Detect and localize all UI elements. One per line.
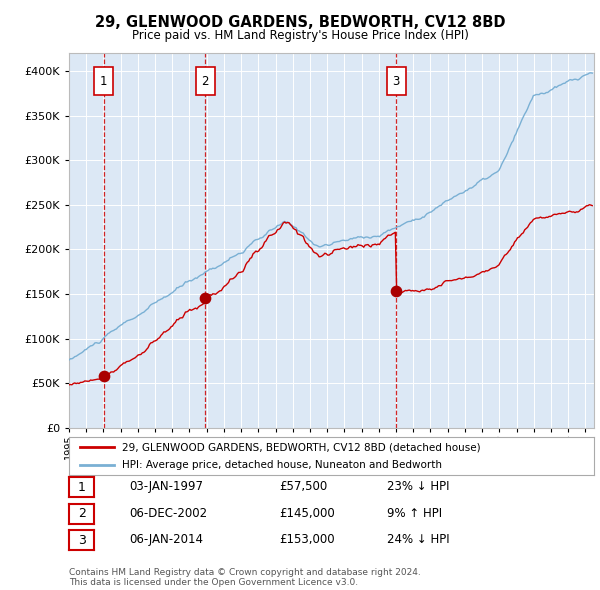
Point bbox=[391, 287, 401, 296]
FancyBboxPatch shape bbox=[196, 67, 215, 96]
Text: £153,000: £153,000 bbox=[279, 533, 335, 546]
Point bbox=[200, 294, 210, 303]
Text: 29, GLENWOOD GARDENS, BEDWORTH, CV12 8BD: 29, GLENWOOD GARDENS, BEDWORTH, CV12 8BD bbox=[95, 15, 505, 30]
Text: Price paid vs. HM Land Registry's House Price Index (HPI): Price paid vs. HM Land Registry's House … bbox=[131, 30, 469, 42]
Text: 3: 3 bbox=[392, 75, 400, 88]
Text: Contains HM Land Registry data © Crown copyright and database right 2024.
This d: Contains HM Land Registry data © Crown c… bbox=[69, 568, 421, 587]
Text: 1: 1 bbox=[100, 75, 107, 88]
Text: £145,000: £145,000 bbox=[279, 507, 335, 520]
Text: 2: 2 bbox=[77, 507, 86, 520]
Text: £57,500: £57,500 bbox=[279, 480, 327, 493]
FancyBboxPatch shape bbox=[387, 67, 406, 96]
Text: 29, GLENWOOD GARDENS, BEDWORTH, CV12 8BD (detached house): 29, GLENWOOD GARDENS, BEDWORTH, CV12 8BD… bbox=[121, 442, 480, 453]
Text: 2: 2 bbox=[202, 75, 209, 88]
Text: 06-DEC-2002: 06-DEC-2002 bbox=[129, 507, 207, 520]
Text: 1: 1 bbox=[77, 481, 86, 494]
Text: 24% ↓ HPI: 24% ↓ HPI bbox=[387, 533, 449, 546]
Text: 9% ↑ HPI: 9% ↑ HPI bbox=[387, 507, 442, 520]
Text: HPI: Average price, detached house, Nuneaton and Bedworth: HPI: Average price, detached house, Nune… bbox=[121, 460, 442, 470]
Text: 3: 3 bbox=[77, 534, 86, 547]
FancyBboxPatch shape bbox=[94, 67, 113, 96]
Text: 03-JAN-1997: 03-JAN-1997 bbox=[129, 480, 203, 493]
Text: 06-JAN-2014: 06-JAN-2014 bbox=[129, 533, 203, 546]
Point bbox=[99, 372, 109, 381]
Text: 23% ↓ HPI: 23% ↓ HPI bbox=[387, 480, 449, 493]
